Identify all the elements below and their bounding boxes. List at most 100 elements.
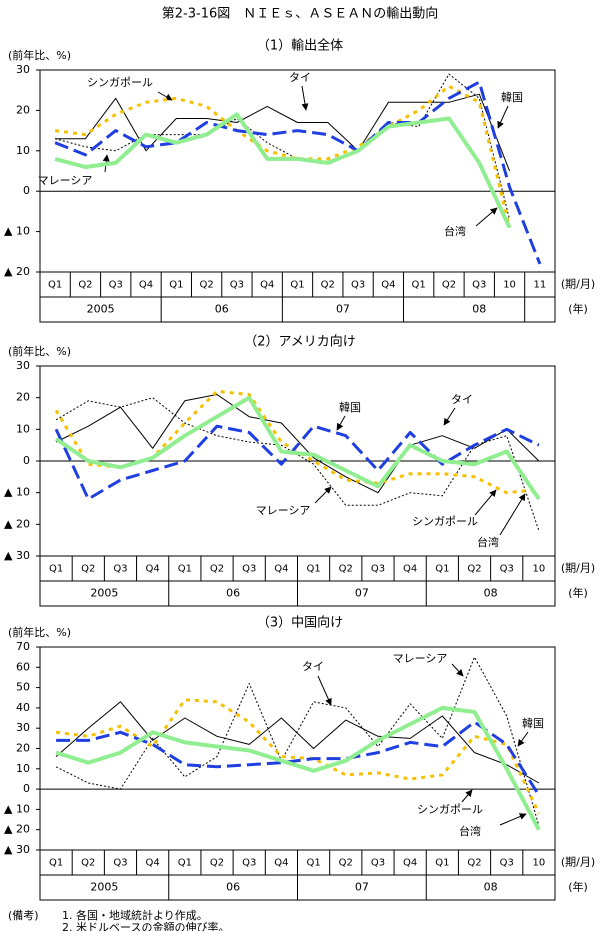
y-tick-label: 10: [16, 422, 30, 435]
x-tick-label: Q4: [274, 858, 288, 869]
x-tick-label: Q2: [81, 858, 95, 869]
chart-title: （3）中国向け: [257, 615, 343, 631]
x-tick-label: Q1: [412, 280, 426, 291]
y-tick-label: ▲ 20: [4, 517, 30, 530]
x-tick-label: Q2: [467, 858, 481, 869]
chart-title: （2）アメリカ向け: [244, 334, 356, 350]
year-label: 08: [484, 881, 498, 894]
x-tick-label: Q3: [113, 564, 127, 575]
y-tick-label: 0: [23, 782, 30, 795]
x-tick-label: Q1: [169, 280, 183, 291]
x-tick-label: Q1: [435, 858, 449, 869]
x-axis-label: (期/月): [561, 278, 595, 291]
series-label: 台湾: [459, 824, 481, 838]
year-label: 07: [336, 303, 350, 316]
series-label-arrow: [499, 813, 527, 826]
series-label-arrow: [461, 789, 473, 803]
y-tick-label: ▲ 30: [4, 843, 30, 856]
x-tick-label: Q4: [260, 280, 274, 291]
series-line: [56, 720, 541, 797]
series-label: 韓国: [339, 401, 361, 414]
notes-head: (備考): [8, 909, 39, 922]
y-tick-label: 20: [16, 103, 30, 116]
series-label: 韓国: [501, 91, 523, 104]
x-tick-label: Q4: [403, 858, 417, 869]
y-tick-label: 0: [23, 454, 30, 467]
x-tick-label: Q1: [290, 280, 304, 291]
x-tick-label: Q3: [113, 858, 127, 869]
y-tick-label: 40: [16, 701, 30, 714]
x-tick-label: Q2: [200, 280, 214, 291]
series-label-arrow: [497, 105, 509, 129]
x-tick-label: Q3: [351, 280, 365, 291]
series-label-arrow: [157, 91, 173, 101]
series-label: シンガポール: [87, 76, 153, 89]
x-tick-label: Q2: [339, 564, 353, 575]
series-line: [55, 394, 540, 494]
x-tick-label: Q2: [467, 564, 481, 575]
series-label-arrow: [517, 731, 529, 747]
x-tick-label: Q2: [210, 858, 224, 869]
x-tick-label: Q4: [146, 564, 160, 575]
y-tick-label: 70: [16, 640, 30, 653]
x-tick-label: 10: [503, 280, 516, 291]
year-label: 08: [484, 587, 498, 600]
x-tick-label: Q3: [472, 280, 486, 291]
x-tick-label: Q1: [48, 280, 62, 291]
series-label: シンガポール: [412, 515, 478, 528]
x-tick-label: Q3: [242, 564, 256, 575]
x-tick-label: Q4: [403, 564, 417, 575]
note: 2. 米ドルベースの金額の伸び率。: [62, 920, 229, 931]
x-tick-label: Q3: [371, 564, 385, 575]
x-axis-label: (期/月): [561, 856, 595, 869]
year-label: 06: [226, 881, 240, 894]
year-axis-label: (年): [568, 302, 588, 316]
figure-title: 第2-3-16図 ＮＩＥｓ、ＡＳＥＡＮの輸出動向: [162, 6, 438, 22]
x-tick-label: Q3: [371, 858, 385, 869]
y-tick-label: ▲ 10: [4, 486, 30, 499]
y-axis-label: (前年比、%): [8, 48, 71, 62]
series-label: マレーシア: [38, 174, 93, 187]
x-tick-label: 10: [533, 564, 546, 575]
x-tick-label: 10: [533, 858, 546, 869]
series-label: タイ: [451, 393, 473, 406]
series-label-arrow: [336, 415, 346, 431]
x-tick-label: Q1: [306, 858, 320, 869]
x-tick-label: Q3: [109, 280, 123, 291]
year-label: 2005: [87, 303, 115, 316]
note: 1. 各国・地域統計より作成。: [62, 908, 208, 922]
x-tick-label: Q3: [500, 858, 514, 869]
y-tick-label: 30: [16, 721, 30, 734]
series-label: タイ: [302, 660, 324, 673]
x-tick-label: Q4: [274, 564, 288, 575]
y-tick-label: 20: [16, 391, 30, 404]
series-label: 韓国: [522, 717, 544, 730]
y-tick-label: 50: [16, 681, 30, 694]
series-line: [54, 395, 541, 501]
series-label-arrow: [451, 663, 464, 677]
y-tick-label: 60: [16, 660, 30, 673]
year-label: 06: [226, 587, 240, 600]
year-label: 07: [355, 587, 369, 600]
y-tick-label: 30: [16, 359, 30, 372]
series-label-arrow: [314, 486, 332, 504]
x-tick-label: Q2: [78, 280, 92, 291]
y-tick-label: 10: [16, 762, 30, 775]
y-tick-label: 30: [16, 63, 30, 76]
series-line: [54, 73, 511, 220]
x-tick-label: Q1: [178, 858, 192, 869]
series-line: [54, 84, 512, 228]
y-tick-label: ▲ 10: [4, 802, 30, 815]
series-label: マレーシア: [256, 504, 311, 517]
x-tick-label: Q1: [306, 564, 320, 575]
series-line: [55, 701, 540, 784]
x-axis-label: (期/月): [561, 562, 595, 575]
year-axis-label: (年): [568, 586, 588, 600]
year-label: 07: [355, 881, 369, 894]
x-tick-label: Q1: [49, 858, 63, 869]
chart-title: （1）輸出全体: [257, 38, 343, 54]
x-tick-label: Q4: [381, 280, 395, 291]
y-tick-label: ▲ 20: [4, 823, 30, 836]
x-tick-label: Q2: [210, 564, 224, 575]
